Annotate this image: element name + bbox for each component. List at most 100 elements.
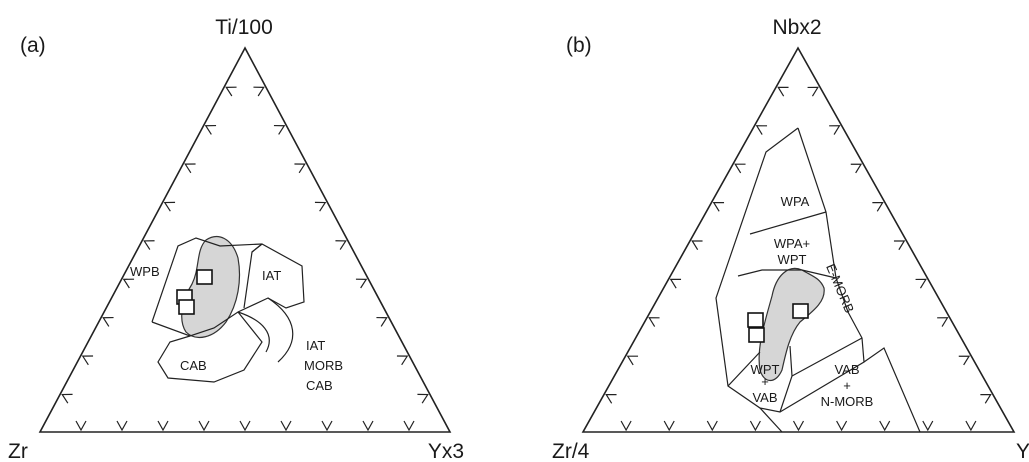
apex-label-top-b: Nbx2	[772, 16, 821, 39]
field-boundary-iat-inner	[243, 243, 263, 309]
axis-tick-mark	[61, 393, 73, 404]
axis-tick-mark	[879, 420, 891, 432]
panel-label-a: (a)	[20, 34, 46, 57]
axis-tick-mark	[937, 317, 949, 327]
field-boundary-cab	[157, 311, 263, 383]
field-boundary-vab-nmorb	[863, 347, 921, 433]
axis-tick-mark	[116, 420, 128, 432]
axis-tick-mark	[198, 420, 210, 432]
sample-marker	[792, 303, 809, 319]
field-label-iat-morb-cab-1: IAT	[306, 338, 325, 353]
field-label-wpt-vab-1: WPT	[751, 362, 780, 377]
axis-tick-mark	[239, 420, 251, 432]
field-boundary-emorb-base	[791, 337, 863, 377]
field-label-wpb: WPB	[130, 264, 160, 279]
ternary-triangle-a	[38, 46, 452, 433]
sample-field-a	[181, 236, 241, 339]
axis-tick-mark	[314, 201, 327, 212]
field-boundary-wpb	[151, 237, 305, 337]
axis-tick-mark	[669, 278, 682, 289]
axis-tick-mark	[163, 201, 176, 212]
sample-marker	[178, 299, 195, 315]
axis-tick-mark	[893, 240, 906, 251]
axis-tick-mark	[755, 125, 768, 135]
axis-tick-mark	[605, 393, 617, 404]
axis-tick-mark	[184, 163, 196, 174]
apex-label-right-b: Y	[1016, 440, 1029, 462]
panel-label-b: (b)	[566, 34, 592, 57]
axis-tick-mark	[355, 278, 368, 289]
apex-label-right-a: Yx3	[428, 440, 464, 462]
axis-tick-mark	[648, 317, 660, 327]
sample-marker	[747, 312, 764, 328]
apex-label-top-a: Ti/100	[215, 16, 273, 39]
panel-b: (b) Nbx2 Zr/4 Y WPA WPA+ WPT E-MORB WPT …	[552, 16, 1029, 462]
axis-tick-mark	[102, 316, 114, 327]
axis-ticks-a	[61, 86, 429, 432]
field-label-vab-nmorb-2: +	[843, 378, 851, 393]
axis-tick-mark	[836, 420, 848, 432]
field-label-wpa-wpt-1: WPA+	[774, 236, 810, 251]
field-label-emorb: E-MORB	[823, 261, 857, 315]
axis-tick-mark	[980, 393, 992, 404]
apex-label-left-a: Zr	[8, 440, 28, 462]
axis-tick-mark	[691, 240, 703, 251]
field-label-wpa-wpt-2: WPT	[778, 252, 807, 267]
axis-tick-mark	[417, 393, 429, 404]
field-label-cab: CAB	[180, 358, 207, 373]
field-boundary-centre-split	[779, 345, 793, 413]
field-boundary-outer-b	[715, 127, 865, 413]
field-label-iat: IAT	[262, 268, 281, 283]
axis-tick-mark	[122, 278, 135, 289]
leader-line-morb	[267, 297, 294, 363]
field-label-vab-nmorb-1: VAB	[834, 362, 859, 377]
axis-tick-mark	[922, 420, 934, 432]
axis-tick-mark	[915, 278, 927, 289]
axis-tick-mark	[294, 163, 306, 174]
axis-tick-mark	[362, 420, 374, 432]
axis-tick-mark	[965, 420, 977, 432]
axis-tick-mark	[321, 420, 333, 432]
field-label-vab-nmorb-3: N-MORB	[821, 394, 874, 409]
axis-tick-mark	[204, 124, 217, 135]
axis-tick-mark	[712, 201, 725, 212]
axis-tick-mark	[396, 355, 409, 366]
axis-tick-mark	[807, 86, 819, 97]
axis-tick-mark	[75, 420, 87, 432]
axis-tick-mark	[777, 86, 789, 97]
sample-marker	[196, 269, 213, 285]
axis-tick-mark	[829, 125, 841, 135]
axis-tick-mark	[958, 355, 971, 366]
field-label-wpt-vab-2: +	[761, 374, 769, 389]
axis-tick-mark	[273, 124, 286, 135]
axis-tick-mark	[280, 420, 292, 432]
field-label-iat-morb-cab-3: CAB	[306, 378, 333, 393]
axis-tick-mark	[403, 420, 415, 432]
field-label-iat-morb-cab-2: MORB	[304, 358, 343, 373]
axis-tick-mark	[850, 163, 863, 174]
axis-tick-mark	[253, 86, 265, 97]
axis-tick-mark	[143, 240, 155, 250]
axis-tick-mark	[157, 420, 169, 432]
field-boundary-wpa-base	[749, 211, 827, 235]
axis-tick-mark	[706, 420, 718, 432]
axis-tick-mark	[626, 355, 639, 366]
axis-tick-mark	[225, 86, 237, 97]
apex-label-left-b: Zr/4	[552, 440, 590, 462]
axis-tick-mark	[663, 420, 675, 432]
axis-tick-mark	[749, 420, 761, 432]
axis-tick-mark	[792, 420, 805, 432]
axis-tick-mark	[620, 420, 632, 432]
axis-tick-mark	[81, 355, 94, 366]
axis-tick-mark	[376, 316, 388, 327]
ternary-triangle-b	[581, 46, 1016, 433]
axis-tick-mark	[734, 163, 746, 174]
sample-marker	[748, 327, 765, 343]
panel-a: (a) Ti/100 Zr Yx3 WPB IAT CAB IAT MORB C…	[8, 16, 464, 462]
axis-tick-mark	[335, 240, 347, 250]
axis-tick-mark	[872, 201, 884, 212]
field-boundary-morb-arc	[237, 311, 270, 353]
field-boundary-wpa-wpt-base	[737, 269, 837, 279]
field-boundary-wpt-vab-left	[727, 351, 761, 387]
